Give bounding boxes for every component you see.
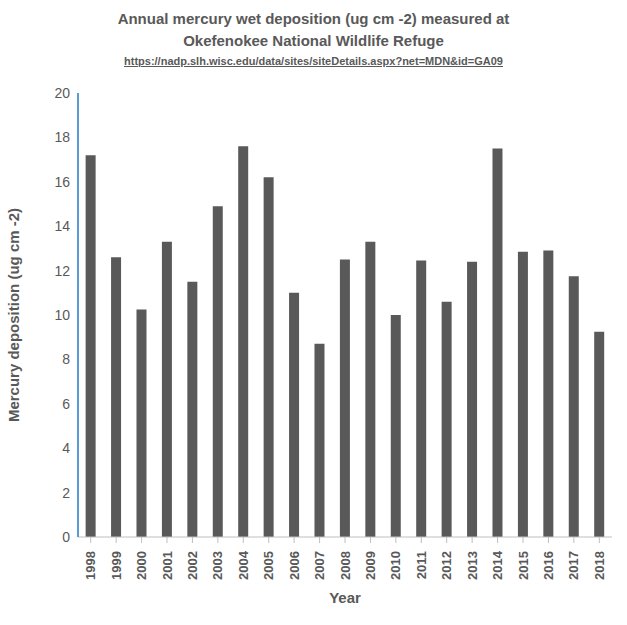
svg-text:0: 0 (62, 529, 70, 545)
svg-text:10: 10 (54, 307, 70, 323)
svg-text:2007: 2007 (312, 551, 327, 580)
svg-text:2010: 2010 (388, 551, 403, 580)
svg-text:18: 18 (54, 129, 70, 145)
svg-text:2000: 2000 (134, 551, 149, 580)
svg-text:6: 6 (62, 396, 70, 412)
svg-text:4: 4 (62, 440, 70, 456)
svg-text:12: 12 (54, 263, 70, 279)
svg-text:2018: 2018 (592, 551, 607, 580)
svg-text:2016: 2016 (541, 551, 556, 580)
svg-text:2008: 2008 (338, 551, 353, 580)
svg-text:8: 8 (62, 351, 70, 367)
svg-text:2006: 2006 (287, 551, 302, 580)
html-text:https://nadp.slh.wisc.edu/data: https://nadp.slh.wisc.edu/data/sites/sit… (124, 55, 503, 67)
svg-text:2: 2 (62, 485, 70, 501)
svg-text:2017: 2017 (566, 551, 581, 580)
svg-text:2004: 2004 (236, 550, 251, 580)
svg-text:2009: 2009 (363, 551, 378, 580)
svg-text:1998: 1998 (83, 551, 98, 580)
svg-text:2001: 2001 (160, 551, 175, 580)
svg-text:2002: 2002 (185, 551, 200, 580)
svg-text:2012: 2012 (439, 551, 454, 580)
svg-text:2013: 2013 (465, 551, 480, 580)
svg-text:Mercury deposition (ug cm -2): Mercury deposition (ug cm -2) (8, 208, 22, 422)
svg-text:2005: 2005 (261, 551, 276, 580)
svg-text:2014: 2014 (490, 550, 505, 580)
svg-text:20: 20 (54, 85, 70, 101)
html-text:Annual mercury wet deposition: Annual mercury wet deposition (ug cm -2)… (117, 10, 510, 49)
svg-text:16: 16 (54, 174, 70, 190)
svg-text:2011: 2011 (414, 551, 429, 579)
svg-text:14: 14 (54, 218, 70, 234)
svg-text:1999: 1999 (109, 551, 124, 580)
svg-text:2003: 2003 (210, 551, 225, 580)
svg-text:2015: 2015 (516, 551, 531, 580)
svg-text:Year: Year (329, 589, 361, 606)
